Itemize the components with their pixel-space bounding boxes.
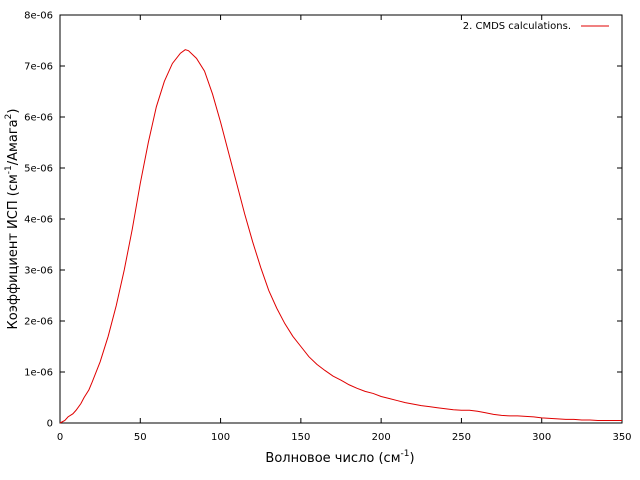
y-tick-label: 4e-06 xyxy=(24,215,53,226)
x-axis-title-main: Волновое число (см xyxy=(265,451,400,466)
x-tick-label: 200 xyxy=(372,432,391,443)
y-axis-title-superscript2: 2 xyxy=(4,114,14,120)
y-tick-label: 0 xyxy=(47,419,53,430)
y-axis-title-part3: ) xyxy=(6,109,21,114)
x-tick-label: 100 xyxy=(211,432,230,443)
legend: 2. CMDS calculations. xyxy=(463,21,609,32)
y-tick-label: 8e-06 xyxy=(24,11,53,22)
y-tick-label: 2e-06 xyxy=(24,317,53,328)
x-tick-label: 150 xyxy=(291,432,310,443)
x-axis-ticks: 0 50 100 150 200 250 300 350 xyxy=(57,15,632,443)
x-tick-label: 300 xyxy=(532,432,551,443)
x-tick-label: 250 xyxy=(452,432,471,443)
y-tick-label: 3e-06 xyxy=(24,266,53,277)
plot-frame xyxy=(59,14,623,424)
series-group xyxy=(59,49,622,424)
x-tick-label: 0 xyxy=(57,432,63,443)
y-tick-label: 5e-06 xyxy=(24,164,53,175)
y-tick-label: 6e-06 xyxy=(24,113,53,124)
y-axis-title-part1: Коэффициент ИСП (см xyxy=(6,174,21,329)
y-tick-label: 1e-06 xyxy=(24,368,53,379)
x-tick-label: 350 xyxy=(612,432,631,443)
legend-label: 2. CMDS calculations. xyxy=(463,21,571,32)
y-axis-title-superscript1: -1 xyxy=(4,165,14,174)
x-axis-title-superscript: -1 xyxy=(401,449,410,459)
x-tick-label: 50 xyxy=(134,432,147,443)
y-axis-title: Коэффициент ИСП (см-1/Амага2) xyxy=(4,109,21,330)
x-axis-title: Волновое число (см-1) xyxy=(265,449,414,466)
y-axis-ticks: 0 1e-06 2e-06 3e-06 4e-06 5e-06 6e-06 7e-06 8e-0… xyxy=(24,11,622,430)
x-axis-title-tail: ) xyxy=(409,451,414,466)
series-line-cmds-calculations xyxy=(59,49,622,424)
y-tick-label: 7e-06 xyxy=(24,62,53,73)
y-axis-title-part2: /Амага xyxy=(6,119,21,165)
